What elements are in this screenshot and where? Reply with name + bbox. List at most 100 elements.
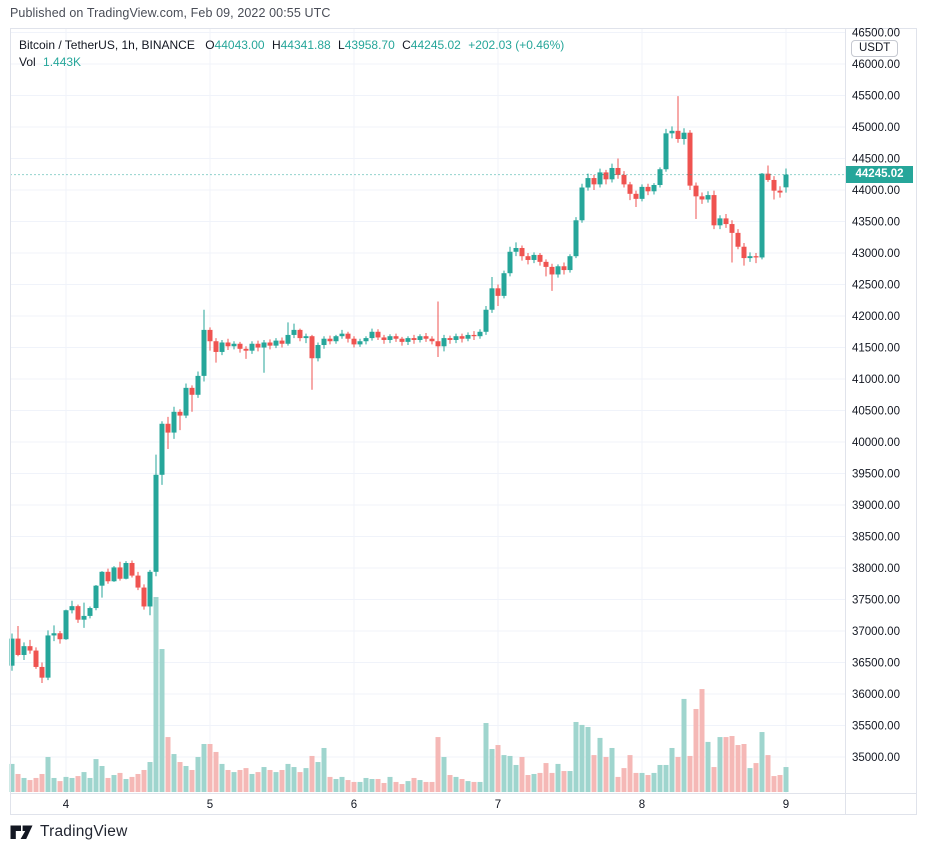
candle-body: [525, 256, 531, 260]
volume-bar: [333, 779, 339, 792]
candle-body: [537, 254, 543, 262]
price-tick-label: 39500.00: [852, 469, 900, 481]
candle-body: [561, 266, 567, 271]
volume-label: Vol: [19, 55, 36, 69]
volume-bar: [45, 756, 51, 792]
candle-body: [303, 336, 309, 339]
volume-bar: [63, 776, 69, 792]
candle-body: [9, 638, 15, 666]
currency-badge: USDT: [851, 40, 899, 57]
symbol-title[interactable]: Bitcoin / TetherUS, 1h, BINANCE: [19, 38, 195, 52]
candle-body: [495, 288, 501, 296]
volume-bar: [405, 781, 411, 792]
volume-bar: [465, 781, 471, 792]
candle-body: [759, 173, 765, 258]
volume-bar: [453, 776, 459, 792]
price-tick-label: 38000.00: [852, 563, 900, 575]
volume-bar: [153, 597, 159, 792]
candle-body: [747, 256, 753, 259]
time-tick-label: 4: [63, 799, 70, 811]
volume-bar: [249, 773, 255, 792]
candle-body: [675, 130, 681, 140]
candle-body: [711, 195, 717, 226]
volume-bar: [699, 689, 705, 792]
candle-body: [645, 186, 651, 192]
volume-bar: [279, 769, 285, 792]
tradingview-brand-text[interactable]: TradingView: [40, 823, 128, 840]
volume-bar: [507, 755, 513, 792]
volume-bar: [315, 762, 321, 792]
volume-bar: [69, 777, 75, 792]
volume-bar: [423, 781, 429, 792]
volume-bar: [633, 772, 639, 792]
volume-bar: [183, 766, 189, 792]
volume-bar: [123, 779, 129, 792]
volume-bar: [363, 777, 369, 792]
volume-bar: [273, 772, 279, 792]
price-tick-label: 37000.00: [852, 626, 900, 638]
volume-bar: [627, 755, 633, 792]
candle-body: [501, 273, 507, 296]
volume-bar: [735, 745, 741, 792]
candle-body: [651, 184, 657, 192]
candle-body: [411, 338, 417, 340]
candles: [9, 96, 789, 684]
candle-body: [621, 174, 627, 185]
price-tick-label: 43000.00: [852, 248, 900, 260]
volume-bar: [195, 756, 201, 792]
candle-body: [327, 338, 333, 342]
candle-body: [351, 338, 357, 345]
candle-body: [603, 172, 609, 180]
volume-bar: [357, 781, 363, 792]
price-tick-label: 37500.00: [852, 595, 900, 607]
candle-body: [141, 587, 147, 607]
volume-bar: [303, 768, 309, 792]
volume-bar: [255, 772, 261, 792]
volume-bar: [561, 771, 567, 792]
volume-bar: [171, 754, 177, 792]
candle-body: [597, 172, 603, 185]
price-tick-label: 46000.00: [852, 59, 900, 71]
candle-body: [285, 334, 291, 344]
candle-body: [591, 178, 597, 185]
time-axis[interactable]: 4 5 6 7 8 9: [63, 799, 789, 811]
volume-bar: [525, 775, 531, 792]
volume-bars: [9, 597, 789, 792]
volume-bar: [417, 780, 423, 792]
candle-body: [87, 608, 93, 616]
volume-bar: [759, 732, 765, 792]
price-tick-label: 45000.00: [852, 122, 900, 134]
volume-bar: [591, 755, 597, 792]
candle-body: [69, 606, 75, 611]
candle-body: [435, 341, 441, 347]
volume-bar: [129, 776, 135, 792]
tradingview-logo-icon[interactable]: [10, 824, 33, 841]
price-axis[interactable]: 46500.00 46000.00 45500.00 45000.00 44500.00…: [852, 28, 900, 765]
volume-bar: [711, 767, 717, 792]
volume-bar: [753, 763, 759, 792]
candle-body: [117, 567, 123, 579]
volume-bar: [141, 769, 147, 792]
candle-body: [483, 309, 489, 332]
candle-body: [297, 329, 303, 339]
open-value: 44043.00: [214, 38, 265, 52]
price-tick-label: 45500.00: [852, 91, 900, 103]
volume-bar: [771, 776, 777, 792]
candle-body: [729, 224, 735, 233]
candle-body: [213, 341, 219, 352]
candle-body: [225, 342, 231, 347]
candle-body: [387, 336, 393, 340]
volume-bar: [531, 773, 537, 792]
candle-body: [201, 329, 207, 376]
volume-bar: [687, 755, 693, 792]
candle-body: [615, 167, 621, 175]
candle-body: [231, 343, 237, 347]
candle-body: [471, 334, 477, 337]
volume-bar: [237, 769, 243, 792]
volume-bar: [351, 781, 357, 792]
close-value: 44245.02: [410, 38, 461, 52]
candle-body: [165, 423, 171, 433]
volume-bar: [93, 759, 99, 792]
candle-body: [309, 336, 315, 359]
